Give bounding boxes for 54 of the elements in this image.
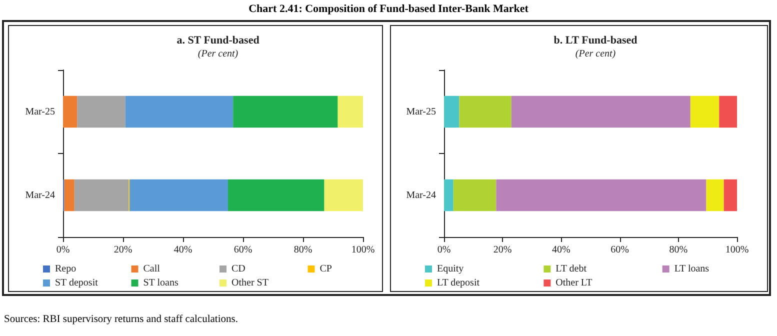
bar: [511, 96, 690, 128]
legend-label: Other LT: [556, 278, 592, 288]
y-tick-label: Mar-25: [406, 106, 436, 118]
legend-label: LT debt: [556, 264, 587, 274]
legend-label: Equity: [437, 264, 464, 274]
bar: [338, 96, 363, 128]
x-tick-label: 100%: [725, 244, 749, 256]
legend-label: LT deposit: [437, 278, 480, 288]
x-tick-label: 20%: [114, 244, 132, 256]
bar: [324, 179, 363, 212]
bar: [453, 179, 496, 212]
bar: [77, 96, 126, 128]
bar: [130, 179, 228, 212]
x-tick-label: 100%: [351, 244, 375, 256]
y-tick-label: Mar-25: [25, 106, 55, 118]
source-note: Sources: RBI supervisory returns and staff calculations.: [4, 314, 238, 325]
legend-label: Other ST: [232, 278, 268, 288]
legend-label: ST deposit: [55, 278, 98, 288]
x-tick-label: 60%: [234, 244, 252, 256]
bar: [74, 179, 129, 212]
x-tick-label: 80%: [294, 244, 312, 256]
bar: [64, 179, 74, 212]
y-tick-label: Mar-24: [406, 190, 436, 201]
bar: [233, 96, 338, 128]
x-tick-label: 40%: [174, 244, 192, 256]
bar: [719, 96, 737, 128]
legend-label: Repo: [55, 264, 76, 274]
x-tick-label: 0%: [437, 244, 451, 256]
chart-title: a. ST Fund-based: [176, 34, 260, 46]
x-tick-label: 0%: [56, 244, 70, 256]
chart-subtitle: (Per cent): [198, 48, 239, 60]
bar: [444, 179, 454, 212]
chart-title: b. LT Fund-based: [554, 34, 638, 46]
bar: [459, 96, 512, 128]
bar: [63, 96, 78, 128]
bar: [690, 96, 720, 128]
legend-label: CP: [320, 264, 332, 274]
caption: Chart 2.41: Composition of Fund-based Inter-Bank Market: [248, 3, 530, 15]
bar: [706, 179, 724, 212]
x-tick-label: 80%: [669, 244, 688, 256]
bar: [724, 179, 737, 212]
x-tick-label: 20%: [493, 244, 512, 256]
y-tick-label: Mar-24: [25, 190, 55, 201]
legend-label: ST loans: [143, 278, 178, 288]
bar: [228, 179, 324, 212]
legend-label: LT loans: [674, 264, 710, 274]
legend-label: CD: [232, 264, 246, 274]
x-tick-label: 60%: [610, 244, 629, 256]
legend-label: Call: [143, 264, 160, 274]
bar: [496, 179, 706, 212]
x-tick-label: 40%: [552, 244, 570, 256]
chart-subtitle: (Per cent): [575, 48, 616, 60]
bar: [444, 96, 460, 128]
bar: [125, 96, 234, 128]
